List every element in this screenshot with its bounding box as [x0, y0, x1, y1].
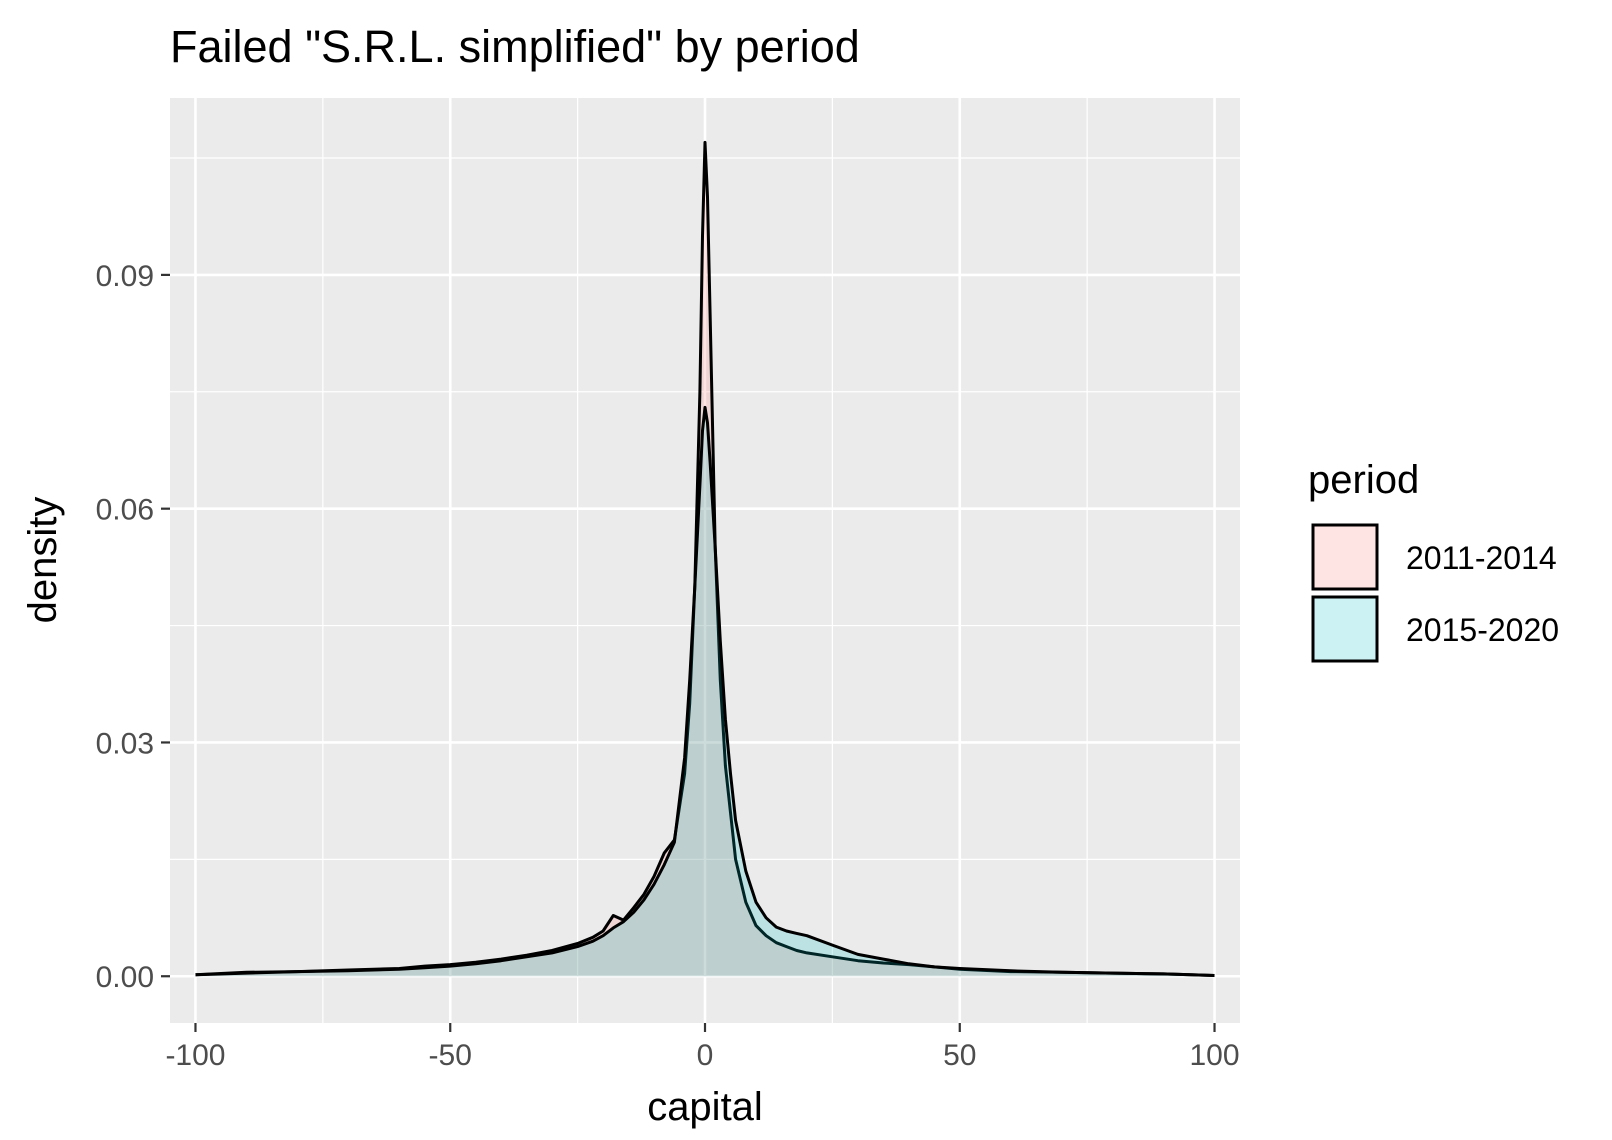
legend: period 2011-2014 2015-2020 [1308, 458, 1559, 663]
x-tick-label: -50 [429, 1039, 472, 1072]
x-axis: -100 -50 0 50 100 [165, 1023, 1240, 1072]
major-gridlines [170, 98, 1240, 1023]
density-line-2 [195, 405, 1215, 977]
legend-key-background [1311, 595, 1379, 663]
legend-key-background [1311, 523, 1379, 591]
legend-label: 2011-2014 [1406, 540, 1557, 576]
x-tick-label: 0 [697, 1039, 714, 1072]
y-axis-title: density [21, 497, 65, 624]
density-area-2 [195, 407, 1215, 977]
y-tick-label: 0.06 [96, 494, 154, 527]
density-area-1 [195, 142, 1215, 977]
x-tick-label: 50 [943, 1039, 976, 1072]
y-tick-label: 0.03 [96, 727, 154, 760]
density-areas [195, 140, 1215, 977]
density-line-1 [195, 140, 1215, 977]
y-axis: 0.00 0.03 0.06 0.09 [96, 260, 170, 994]
chart-title: Failed "S.R.L. simplified" by period [170, 21, 860, 72]
y-tick-label: 0.00 [96, 961, 154, 994]
x-axis-title: capital [647, 1085, 763, 1129]
legend-key-swatch [1311, 595, 1379, 663]
legend-title: period [1308, 458, 1419, 502]
x-tick-label: -100 [165, 1039, 225, 1072]
legend-label: 2015-2020 [1406, 612, 1559, 648]
x-tick-label: 100 [1189, 1039, 1239, 1072]
y-tick-label: 0.09 [96, 260, 154, 293]
legend-key-swatch [1311, 523, 1379, 591]
